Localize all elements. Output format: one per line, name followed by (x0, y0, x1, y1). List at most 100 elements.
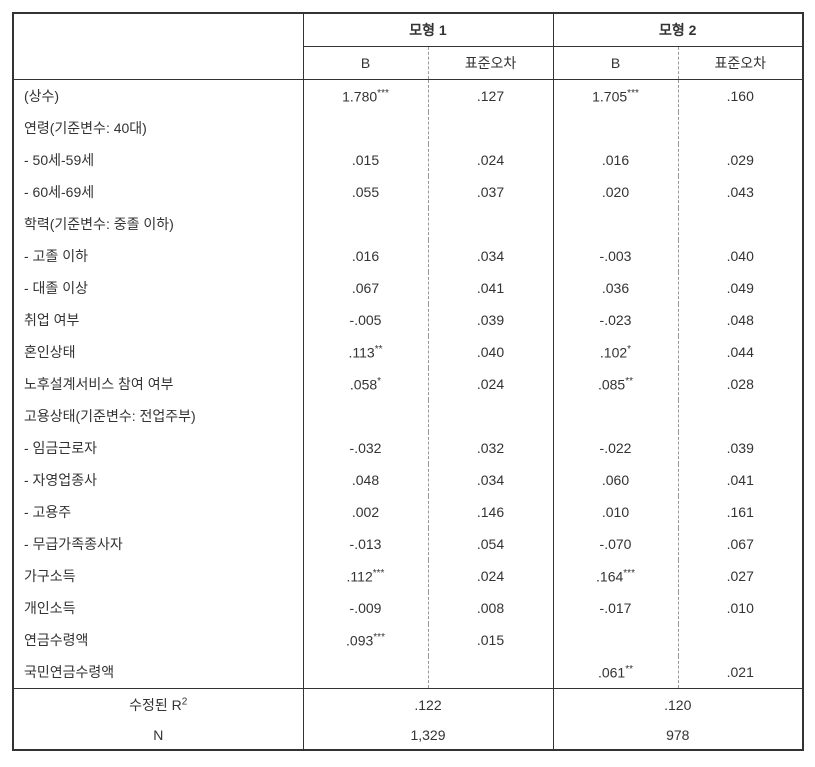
cell-m1-se (428, 656, 553, 689)
cell-m1-se: .024 (428, 144, 553, 176)
cell-m1-se: .039 (428, 304, 553, 336)
cell-m2-se: .040 (678, 240, 803, 272)
table-row: - 임금근로자-.032.032-.022.039 (13, 432, 803, 464)
cell-m1-se: .054 (428, 528, 553, 560)
cell-m1-b: .058* (303, 368, 428, 400)
cell-m2-b: .061** (553, 656, 678, 689)
cell-m2-se (678, 624, 803, 656)
cell-m2-b: -.023 (553, 304, 678, 336)
cell-m2-b: .060 (553, 464, 678, 496)
cell-m1-se: .034 (428, 240, 553, 272)
cell-m2-se: .027 (678, 560, 803, 592)
cell-m2-se (678, 112, 803, 144)
blank-header (13, 13, 303, 80)
cell-m1-se: .024 (428, 560, 553, 592)
table-row: 연령(기준변수: 40대) (13, 112, 803, 144)
cell-m2-b: .085** (553, 368, 678, 400)
cell-m2-b: -.017 (553, 592, 678, 624)
cell-m1-se: .146 (428, 496, 553, 528)
row-label: - 대졸 이상 (13, 272, 303, 304)
table-row: 고용상태(기준변수: 전업주부) (13, 400, 803, 432)
row-label: 가구소득 (13, 560, 303, 592)
cell-m1-b (303, 400, 428, 432)
cell-m1-se (428, 400, 553, 432)
cell-m2-b: -.003 (553, 240, 678, 272)
m1-b-header: B (303, 47, 428, 80)
row-label: 연금수령액 (13, 624, 303, 656)
table-row: - 자영업종사.048.034.060.041 (13, 464, 803, 496)
m2-b-header: B (553, 47, 678, 80)
cell-m1-b: .002 (303, 496, 428, 528)
r2-m1: .122 (303, 689, 553, 722)
cell-m1-b: .055 (303, 176, 428, 208)
cell-m2-se: .049 (678, 272, 803, 304)
cell-m1-b: -.005 (303, 304, 428, 336)
cell-m1-b (303, 208, 428, 240)
table-row: - 대졸 이상.067.041.036.049 (13, 272, 803, 304)
summary-row-r2: 수정된 R2.122.120 (13, 689, 803, 722)
cell-m1-b (303, 112, 428, 144)
row-label: 국민연금수령액 (13, 656, 303, 689)
cell-m1-se: .034 (428, 464, 553, 496)
table-row: - 60세-69세.055.037.020.043 (13, 176, 803, 208)
row-label: - 60세-69세 (13, 176, 303, 208)
cell-m2-b: .010 (553, 496, 678, 528)
cell-m2-b (553, 400, 678, 432)
cell-m1-se (428, 208, 553, 240)
cell-m2-se: .044 (678, 336, 803, 368)
row-label: 개인소득 (13, 592, 303, 624)
cell-m2-se: .067 (678, 528, 803, 560)
row-label: (상수) (13, 80, 303, 113)
row-label: - 무급가족종사자 (13, 528, 303, 560)
table-row: 연금수령액.093***.015 (13, 624, 803, 656)
header-row-1: 모형 1 모형 2 (13, 13, 803, 47)
cell-m1-se: .041 (428, 272, 553, 304)
cell-m1-se (428, 112, 553, 144)
table-row: 노후설계서비스 참여 여부.058*.024.085**.028 (13, 368, 803, 400)
table-row: - 무급가족종사자-.013.054-.070.067 (13, 528, 803, 560)
table-row: - 고졸 이하.016.034-.003.040 (13, 240, 803, 272)
cell-m1-b: .015 (303, 144, 428, 176)
cell-m1-se: .015 (428, 624, 553, 656)
cell-m2-se: .029 (678, 144, 803, 176)
row-label: - 고용주 (13, 496, 303, 528)
row-label: - 50세-59세 (13, 144, 303, 176)
cell-m2-se: .048 (678, 304, 803, 336)
cell-m2-se: .041 (678, 464, 803, 496)
summary-row-n: N1,329978 (13, 721, 803, 750)
cell-m2-b: 1.705*** (553, 80, 678, 113)
cell-m2-b: .102* (553, 336, 678, 368)
cell-m2-se (678, 400, 803, 432)
cell-m1-b: .016 (303, 240, 428, 272)
cell-m2-se (678, 208, 803, 240)
row-label: 혼인상태 (13, 336, 303, 368)
row-label: 취업 여부 (13, 304, 303, 336)
cell-m1-b: .113** (303, 336, 428, 368)
cell-m1-b: .048 (303, 464, 428, 496)
cell-m1-b: .112*** (303, 560, 428, 592)
cell-m1-se: .008 (428, 592, 553, 624)
cell-m2-b (553, 624, 678, 656)
cell-m2-b: -.022 (553, 432, 678, 464)
cell-m2-se: .043 (678, 176, 803, 208)
row-label: - 임금근로자 (13, 432, 303, 464)
cell-m1-b: -.013 (303, 528, 428, 560)
model2-header: 모형 2 (553, 13, 803, 47)
r2-m2: .120 (553, 689, 803, 722)
cell-m1-b: -.032 (303, 432, 428, 464)
cell-m1-b: .093*** (303, 624, 428, 656)
r2-label: 수정된 R2 (13, 689, 303, 722)
cell-m2-b: .016 (553, 144, 678, 176)
cell-m2-se: .010 (678, 592, 803, 624)
cell-m1-b (303, 656, 428, 689)
table-row: - 50세-59세.015.024.016.029 (13, 144, 803, 176)
cell-m1-se: .032 (428, 432, 553, 464)
table-row: 학력(기준변수: 중졸 이하) (13, 208, 803, 240)
cell-m1-se: .040 (428, 336, 553, 368)
cell-m2-se: .039 (678, 432, 803, 464)
row-label: - 고졸 이하 (13, 240, 303, 272)
cell-m1-b: 1.780*** (303, 80, 428, 113)
cell-m2-se: .160 (678, 80, 803, 113)
cell-m1-b: -.009 (303, 592, 428, 624)
m1-se-header: 표준오차 (428, 47, 553, 80)
